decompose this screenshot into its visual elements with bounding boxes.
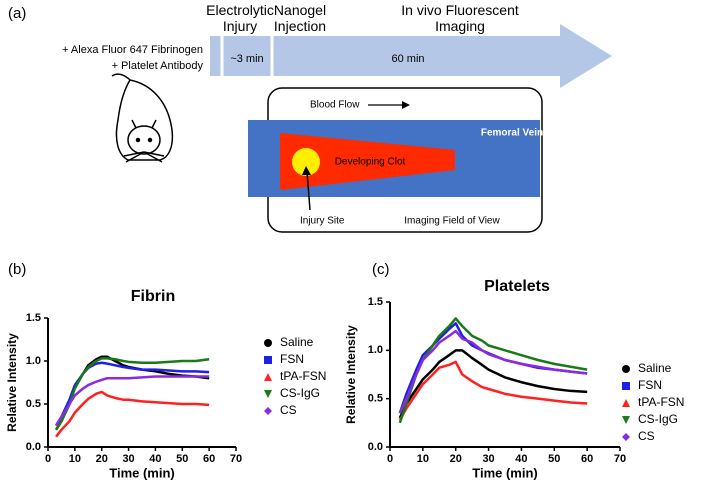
series-line xyxy=(398,349,588,419)
legend-marker xyxy=(622,382,630,390)
y-tick-label: 1.0 xyxy=(368,344,383,356)
legend-label: CS-IgG xyxy=(638,412,678,426)
clot-label: Developing Clot xyxy=(335,157,406,168)
y-tick-label: 0.0 xyxy=(26,441,41,453)
legend-label: CS xyxy=(638,429,655,443)
injury-arrow xyxy=(306,171,311,211)
panel-label: (b) xyxy=(8,261,26,278)
legend-marker xyxy=(264,356,272,364)
panel-label: (c) xyxy=(372,261,390,278)
legend-marker xyxy=(264,339,272,347)
series-line xyxy=(54,361,210,427)
legend-marker xyxy=(622,399,630,407)
injury-arrowhead xyxy=(302,166,311,175)
legend-marker xyxy=(622,416,630,424)
legend-label: FSN xyxy=(280,352,304,366)
x-tick-label: 50 xyxy=(548,453,560,465)
y-tick-label: 1.0 xyxy=(26,355,41,367)
flow-arrowhead xyxy=(402,101,410,109)
y-axis-label: Relative Intensity xyxy=(344,325,358,424)
legend-marker xyxy=(264,373,272,381)
series-line xyxy=(55,390,210,438)
panel-label: (a) xyxy=(8,5,26,22)
y-tick-label: 0.0 xyxy=(368,441,383,453)
x-tick-label: 60 xyxy=(203,453,215,465)
clot xyxy=(280,133,455,190)
legend-label: CS-IgG xyxy=(280,386,320,400)
legend-label: Saline xyxy=(280,335,314,349)
legend-label: Saline xyxy=(638,361,672,375)
reagent: + Platelet Antibody xyxy=(112,60,204,72)
step: Electrolytic Injury xyxy=(206,2,274,34)
step: In vivo Fluorescent Imaging xyxy=(401,2,519,34)
x-axis-label: Time (min) xyxy=(109,465,175,480)
series-line xyxy=(54,375,210,427)
x-tick-label: 20 xyxy=(450,453,462,465)
y-tick-label: 1.5 xyxy=(26,312,41,324)
mouse-icon xyxy=(111,73,174,163)
step-label: Nanogel Injection xyxy=(273,2,327,34)
x-tick-label: 50 xyxy=(176,453,188,465)
series-line xyxy=(398,322,588,414)
chart-title: Fibrin xyxy=(131,288,175,305)
series-line xyxy=(398,360,588,421)
x-tick-label: 40 xyxy=(515,453,527,465)
duration: ~3 min xyxy=(230,53,263,65)
y-tick-label: 1.5 xyxy=(368,296,383,308)
field-label: Imaging Field of View xyxy=(404,216,500,227)
flow-label: Blood Flow xyxy=(310,100,360,111)
x-tick-label: 30 xyxy=(122,453,134,465)
y-tick-label: 0.5 xyxy=(368,393,383,405)
legend-label: tPA-FSN xyxy=(280,369,326,383)
y-axis-label: Relative Intensity xyxy=(5,333,19,432)
x-tick-label: 30 xyxy=(482,453,494,465)
x-tick-label: 20 xyxy=(96,453,108,465)
legend-marker xyxy=(622,433,630,441)
x-tick-label: 0 xyxy=(45,453,51,465)
injury-label: Injury Site xyxy=(300,216,345,227)
step-label: In vivo Fluorescent Imaging xyxy=(401,2,519,34)
step-label: Electrolytic Injury xyxy=(206,2,274,34)
x-tick-label: 10 xyxy=(417,453,429,465)
x-tick-label: 0 xyxy=(387,453,393,465)
legend-marker xyxy=(264,407,272,415)
duration: 60 min xyxy=(391,53,424,65)
x-tick-label: 70 xyxy=(230,453,242,465)
chart-title: Platelets xyxy=(484,278,550,295)
x-tick-label: 10 xyxy=(69,453,81,465)
series-line xyxy=(54,357,210,431)
legend-marker xyxy=(264,390,272,398)
legend-marker xyxy=(622,365,630,373)
legend-label: FSN xyxy=(638,378,662,392)
timeline-arrow xyxy=(210,24,612,88)
injury-site xyxy=(292,148,320,176)
legend-label: CS xyxy=(280,403,297,417)
legend-label: tPA-FSN xyxy=(638,395,684,409)
x-axis-label: Time (min) xyxy=(472,465,538,480)
vessel-label: Femoral Vein xyxy=(481,128,543,139)
reagent: + Alexa Fluor 647 Fibrinogen xyxy=(62,44,203,56)
x-tick-label: 70 xyxy=(614,453,626,465)
x-tick-label: 40 xyxy=(149,453,161,465)
step: Nanogel Injection xyxy=(273,2,327,34)
x-tick-label: 60 xyxy=(581,453,593,465)
y-tick-label: 0.5 xyxy=(26,398,41,410)
series-line xyxy=(398,329,588,414)
